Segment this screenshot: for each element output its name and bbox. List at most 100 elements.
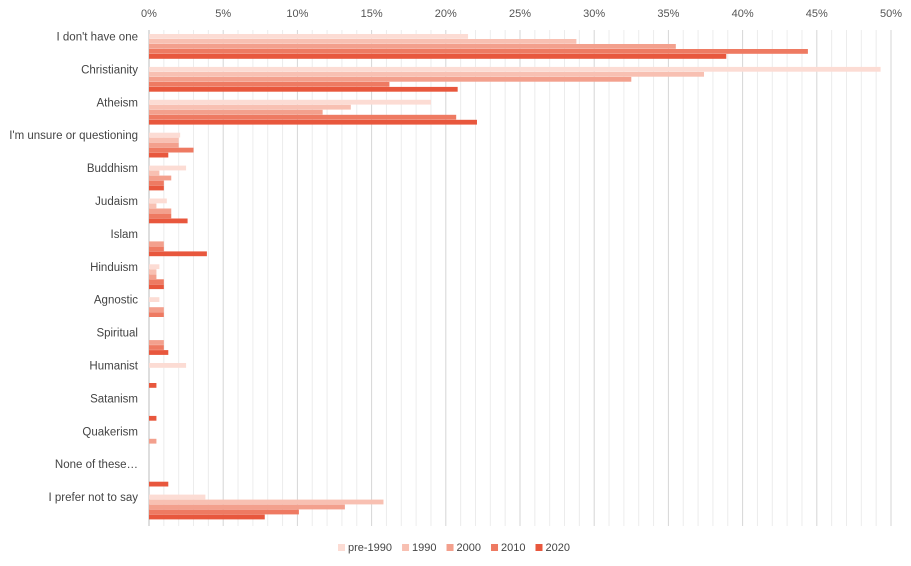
bar-judaism-1990 — [149, 203, 157, 209]
category-labels: I don't have one Christianity Atheism I'm u… — [9, 32, 139, 505]
legend-label: 2020 — [546, 542, 570, 554]
category-label: Quakerism — [82, 426, 138, 438]
bar-christianity-2000 — [149, 76, 632, 82]
x-tick-label: 0% — [141, 8, 157, 20]
legend-item-2010: 2010 — [491, 542, 526, 554]
bar-i-m-unsure-or-questioning-1990 — [149, 137, 179, 143]
bar-group-judaism — [149, 198, 188, 224]
bar-hinduism-2010 — [149, 279, 164, 285]
category-label: Spiritual — [96, 328, 138, 340]
bar-christianity-1990 — [149, 71, 705, 77]
bar-judaism-2000 — [149, 208, 172, 214]
category-label: Atheism — [96, 97, 138, 109]
bar-group-quakerism — [149, 438, 157, 444]
bar-christianity-pre-1990 — [149, 66, 881, 72]
bar-i-don-t-have-one-2000 — [149, 44, 676, 49]
bar-satanism-2020 — [149, 415, 157, 421]
bar-spiritual-2020 — [149, 350, 169, 355]
legend-label: 2000 — [457, 542, 481, 554]
x-tick-label: 10% — [286, 8, 308, 20]
x-tick-label: 20% — [435, 8, 457, 20]
bar-atheism-2010 — [149, 114, 457, 120]
bar-islam-2020 — [149, 251, 207, 257]
bar-group-i-prefer-not-to-say — [149, 494, 384, 520]
bar-i-prefer-not-to-say-pre-1990 — [149, 494, 206, 500]
legend-item-pre-1990: pre-1990 — [338, 542, 392, 554]
x-tick-label: 25% — [509, 8, 531, 20]
bar-atheism-pre-1990 — [149, 99, 431, 105]
bar-atheism-2020 — [149, 119, 477, 125]
bar-group-satanism — [149, 415, 157, 421]
x-tick-label: 35% — [657, 8, 679, 20]
category-label: I'm unsure or questioning — [9, 130, 138, 142]
category-label: Islam — [111, 229, 138, 241]
legend-swatch — [402, 544, 410, 551]
bar-i-m-unsure-or-questioning-pre-1990 — [149, 132, 181, 138]
bar-spiritual-2000 — [149, 340, 164, 345]
legend-item-1990: 1990 — [402, 542, 437, 554]
bar-humanist-pre-1990 — [149, 363, 187, 368]
bar-group-agnostic — [149, 297, 164, 317]
bar-group-christianity — [149, 66, 881, 92]
bar-i-prefer-not-to-say-2000 — [149, 504, 345, 510]
bars — [149, 34, 881, 520]
category-label: Judaism — [95, 196, 138, 208]
legend-item-2000: 2000 — [446, 542, 481, 554]
bar-group-i-m-unsure-or-questioning — [149, 132, 194, 158]
category-label: Christianity — [81, 64, 138, 76]
category-label: Agnostic — [94, 295, 138, 307]
bar-buddhism-1990 — [149, 170, 160, 176]
bar-hinduism-pre-1990 — [149, 264, 160, 270]
bar-hinduism-2020 — [149, 284, 164, 290]
x-tick-label: 40% — [732, 8, 754, 20]
bar-agnostic-2010 — [149, 312, 164, 317]
bar-group-spiritual — [149, 340, 169, 355]
bar-agnostic-2000 — [149, 307, 164, 312]
bar-group-humanist — [149, 363, 187, 388]
bar-buddhism-2000 — [149, 175, 172, 181]
legend-swatch — [535, 544, 543, 551]
bar-atheism-2000 — [149, 109, 323, 115]
category-label: Humanist — [89, 361, 138, 373]
bar-i-don-t-have-one-pre-1990 — [149, 34, 469, 39]
bar-judaism-2020 — [149, 218, 188, 224]
bar-hinduism-2000 — [149, 274, 157, 280]
bar-buddhism-2020 — [149, 185, 164, 191]
bar-group-buddhism — [149, 165, 187, 191]
bar-i-don-t-have-one-2010 — [149, 49, 808, 54]
bar-i-prefer-not-to-say-2020 — [149, 514, 265, 520]
bar-atheism-1990 — [149, 104, 351, 110]
legend: pre-1990 1990 2000 2010 2020 — [338, 542, 570, 554]
bar-judaism-pre-1990 — [149, 198, 167, 204]
x-axis-ticks: 0% 5% 10% 15% 20% 25% 30% 35% 40% 45% 50% — [141, 8, 902, 20]
category-label: Hinduism — [90, 262, 138, 274]
bar-group-islam — [149, 241, 207, 257]
legend-label: 2010 — [501, 542, 525, 554]
bar-christianity-2020 — [149, 86, 458, 92]
bar-i-m-unsure-or-questioning-2020 — [149, 152, 169, 158]
legend-item-2020: 2020 — [535, 542, 570, 554]
bar-i-prefer-not-to-say-2010 — [149, 509, 299, 515]
x-tick-label: 15% — [361, 8, 383, 20]
bar-group-i-don-t-have-one — [149, 34, 808, 59]
bar-spiritual-2010 — [149, 345, 164, 350]
bar-islam-2010 — [149, 246, 164, 252]
bar-quakerism-2000 — [149, 438, 157, 444]
bar-none-of-these-2020 — [149, 481, 169, 487]
bar-group-atheism — [149, 99, 477, 125]
bar-i-prefer-not-to-say-1990 — [149, 499, 384, 505]
bar-buddhism-2010 — [149, 180, 164, 186]
legend-label: pre-1990 — [348, 542, 392, 554]
bar-i-don-t-have-one-2020 — [149, 54, 727, 59]
category-label: Satanism — [90, 393, 138, 405]
bar-hinduism-1990 — [149, 269, 157, 275]
category-label: I don't have one — [57, 32, 138, 44]
category-label: I prefer not to say — [49, 492, 139, 504]
x-tick-label: 50% — [880, 8, 902, 20]
bar-agnostic-pre-1990 — [149, 297, 160, 302]
bar-buddhism-pre-1990 — [149, 165, 187, 171]
bar-islam-2000 — [149, 241, 164, 247]
category-label: None of these… — [55, 459, 138, 471]
